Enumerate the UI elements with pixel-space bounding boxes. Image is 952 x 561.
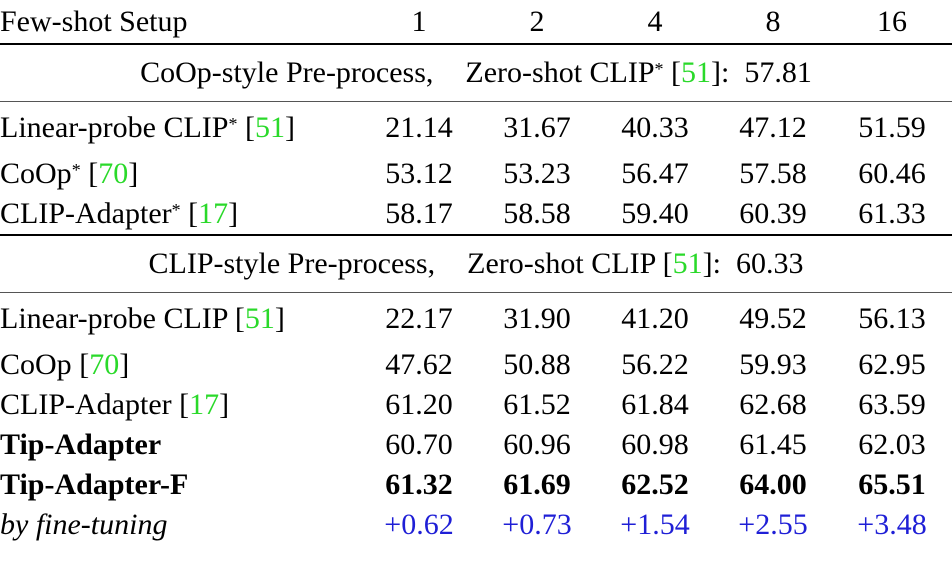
section2-preprocess: CLIP-style Pre-process, [148, 247, 436, 280]
section1-asterisk: * [654, 59, 664, 79]
citation: 51 [255, 111, 285, 144]
table-row-tip-adapter-f: Tip-Adapter-F 61.32 61.69 62.52 64.00 65… [0, 465, 952, 505]
table-row: Linear-probe CLIP* [51] 21.14 31.67 40.3… [0, 101, 952, 154]
value-cell: 31.90 [478, 292, 596, 345]
table-row: CLIP-Adapter* [17] 58.17 58.58 59.40 60.… [0, 194, 952, 235]
delta-cell: +3.48 [857, 508, 927, 541]
value-cell: 62.95 [858, 348, 926, 381]
method-name: Linear-probe CLIP* [51] [0, 101, 360, 154]
method-name: Tip-Adapter-F [0, 468, 189, 501]
value-cell: 62.03 [858, 428, 926, 461]
header-row: Few-shot Setup 1 2 4 8 16 [0, 0, 952, 44]
delta-cell: +0.62 [384, 508, 454, 541]
value-cell: 60.98 [621, 428, 689, 461]
section2-zero-shot-label: Zero-shot CLIP [467, 247, 656, 280]
header-label: Few-shot Setup [0, 5, 188, 38]
citation: 51 [244, 302, 275, 335]
header-shot-2: 2 [529, 5, 545, 38]
table-row: CLIP-Adapter [17] 61.20 61.52 61.84 62.6… [0, 385, 952, 425]
section1-zero-shot-value: 57.81 [744, 56, 812, 89]
section-heading-clip: CLIP-style Pre-process, Zero-shot CLIP [5… [0, 234, 952, 293]
value-cell: 31.67 [478, 101, 596, 154]
citation: 17 [198, 197, 229, 230]
value-cell: 61.45 [739, 428, 807, 461]
table-row: Linear-probe CLIP [51] 22.17 31.90 41.20… [0, 292, 952, 345]
value-cell: 61.69 [503, 468, 571, 501]
method-name: CoOp* [70] [0, 157, 139, 190]
value-cell: 47.12 [714, 101, 832, 154]
method-name: Tip-Adapter [0, 428, 162, 461]
value-cell: 61.20 [385, 388, 453, 421]
table-row: CoOp* [70] 53.12 53.23 56.47 57.58 60.46 [0, 154, 952, 194]
section1-zero-shot-label: Zero-shot CLIP [465, 56, 655, 89]
section2-zero-shot-value: 60.33 [735, 247, 804, 280]
section2-citation: 51 [672, 247, 703, 280]
value-cell: 60.96 [503, 428, 571, 461]
method-name: CLIP-Adapter* [17] [0, 197, 239, 230]
value-cell: 59.93 [739, 348, 807, 381]
section1-preprocess: CoOp-style Pre-process, [140, 56, 434, 89]
table-row-fine-tuning-gain: by fine-tuning +0.62 +0.73 +1.54 +2.55 +… [0, 505, 952, 545]
value-cell: 57.58 [739, 157, 807, 190]
header-shot-4: 4 [647, 5, 663, 38]
value-cell: 49.52 [714, 292, 832, 345]
value-cell: 65.51 [858, 468, 926, 501]
method-name: Linear-probe CLIP [51] [0, 292, 360, 345]
citation: 70 [98, 157, 129, 190]
value-cell: 56.47 [621, 157, 689, 190]
method-name: CoOp [70] [0, 348, 130, 381]
few-shot-results-table: Few-shot Setup 1 2 4 8 16 CoOp-style Pre… [0, 0, 952, 545]
table-row-tip-adapter: Tip-Adapter 60.70 60.96 60.98 61.45 62.0… [0, 425, 952, 465]
section1-citation: 51 [681, 56, 712, 89]
method-name: CLIP-Adapter [17] [0, 388, 230, 421]
section-heading-coop-text: CoOp-style Pre-process, Zero-shot CLIP* [… [0, 43, 952, 102]
header-shot-1: 1 [411, 5, 427, 38]
value-cell: 59.40 [621, 197, 689, 230]
value-cell: 56.13 [832, 292, 952, 345]
value-cell: 47.62 [385, 348, 453, 381]
value-cell: 53.12 [385, 157, 453, 190]
value-cell: 41.20 [596, 292, 714, 345]
value-cell: 62.68 [739, 388, 807, 421]
value-cell: 50.88 [503, 348, 571, 381]
value-cell: 58.58 [503, 197, 571, 230]
section-heading-coop: CoOp-style Pre-process, Zero-shot CLIP* [… [0, 43, 952, 102]
table-row: CoOp [70] 47.62 50.88 56.22 59.93 62.95 [0, 345, 952, 385]
method-name: by fine-tuning [0, 508, 168, 541]
value-cell: 40.33 [596, 101, 714, 154]
value-cell: 61.84 [621, 388, 689, 421]
value-cell: 60.39 [739, 197, 807, 230]
delta-cell: +0.73 [502, 508, 572, 541]
value-cell: 51.59 [832, 101, 952, 154]
value-cell: 61.33 [858, 197, 926, 230]
citation: 17 [189, 388, 220, 421]
value-cell: 61.32 [385, 468, 453, 501]
value-cell: 61.52 [503, 388, 571, 421]
delta-cell: +2.55 [738, 508, 808, 541]
value-cell: 60.46 [858, 157, 926, 190]
value-cell: 21.14 [360, 101, 478, 154]
value-cell: 63.59 [858, 388, 926, 421]
section-heading-clip-text: CLIP-style Pre-process, Zero-shot CLIP [5… [0, 234, 952, 293]
value-cell: 64.00 [739, 468, 807, 501]
value-cell: 56.22 [621, 348, 689, 381]
citation: 70 [89, 348, 120, 381]
value-cell: 60.70 [385, 428, 453, 461]
value-cell: 53.23 [503, 157, 571, 190]
header-shot-8: 8 [765, 5, 781, 38]
header-shot-16: 16 [877, 5, 907, 38]
value-cell: 22.17 [360, 292, 478, 345]
value-cell: 62.52 [621, 468, 689, 501]
delta-cell: +1.54 [620, 508, 690, 541]
value-cell: 58.17 [385, 197, 453, 230]
